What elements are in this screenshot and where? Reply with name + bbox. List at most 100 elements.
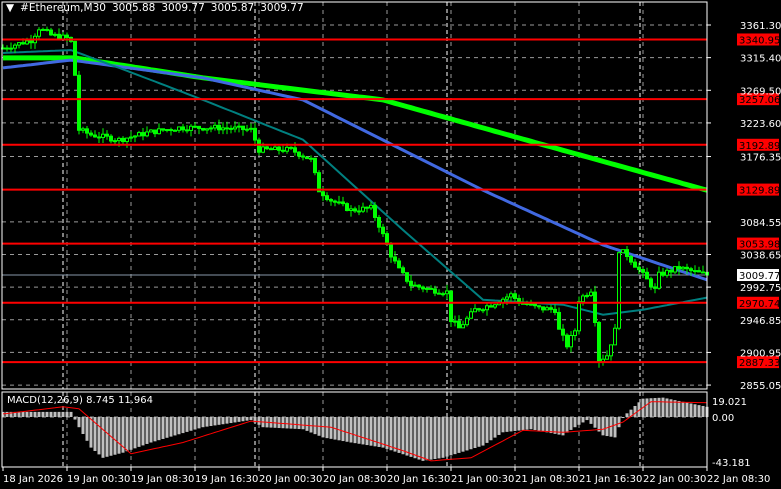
candle-body — [41, 28, 45, 31]
macd-bar — [253, 417, 257, 423]
candle-body — [165, 129, 169, 132]
macd-bar — [661, 397, 665, 417]
candle-body — [373, 204, 377, 218]
candle-body — [93, 134, 97, 138]
candle-body — [157, 128, 161, 135]
chart-header: ▼ #Ethereum,M30 3005.88 3009.77 3005.87 3009.… — [6, 2, 310, 14]
macd-bar — [69, 411, 73, 417]
candle-body — [621, 249, 625, 254]
macd-bar — [345, 417, 349, 442]
level-label-bg — [737, 237, 779, 250]
candle-body — [365, 206, 369, 209]
macd-bar — [397, 417, 401, 453]
macd-bar — [565, 417, 569, 433]
macd-bar — [289, 417, 293, 429]
candle-body — [333, 200, 337, 203]
macd-bar — [241, 417, 245, 422]
candle-body — [9, 47, 13, 50]
time-tick-label: 20 Jan 00:30 — [259, 474, 322, 485]
candle-body — [133, 135, 137, 138]
macd-bar — [57, 411, 61, 417]
candle-body — [469, 311, 473, 319]
macd-signal-line — [2, 401, 708, 462]
candle-body — [337, 201, 341, 204]
price-tick-label: 3038.65 — [740, 250, 781, 261]
time-tick-label: 18 Jan 2026 — [3, 474, 63, 485]
candle-body — [701, 271, 705, 274]
macd-bar — [21, 411, 25, 417]
macd-bar — [89, 417, 93, 448]
candle-body — [117, 137, 121, 142]
candle-body — [229, 127, 233, 130]
macd-bar — [97, 417, 101, 455]
macd-bar — [581, 417, 585, 423]
macd-bar — [233, 417, 237, 423]
macd-bar — [545, 417, 549, 433]
price-tick-label: 2855.05 — [740, 381, 781, 392]
candle-body — [513, 293, 517, 300]
macd-tick-label: 0.00 — [712, 413, 734, 424]
candle-body — [257, 139, 261, 153]
macd-bar — [61, 411, 65, 417]
candle-body — [581, 295, 585, 303]
price-tick-label: 3315.40 — [740, 54, 781, 65]
main-panel-border — [1, 1, 708, 390]
macd-bar — [473, 417, 477, 449]
candle-body — [657, 271, 661, 289]
macd-tick-label: -43.181 — [712, 458, 751, 469]
current-price-label-bg — [737, 269, 779, 282]
candle-body — [129, 136, 133, 139]
macd-bar — [441, 417, 445, 458]
level-label: 3053.98 — [739, 240, 780, 251]
candle-body — [677, 266, 681, 270]
macd-bar — [25, 411, 29, 417]
macd-bar — [213, 417, 217, 426]
macd-bar — [193, 417, 197, 430]
candle-body — [493, 304, 497, 308]
macd-bar — [181, 417, 185, 434]
macd-bar — [453, 417, 457, 455]
macd-bar — [149, 417, 153, 443]
macd-bar — [309, 417, 313, 433]
macd-bar — [653, 398, 657, 417]
macd-bar — [633, 405, 637, 417]
candle-body — [173, 129, 177, 132]
macd-bar — [373, 417, 377, 447]
macd-bar — [485, 417, 489, 443]
candle-body — [21, 42, 25, 45]
candle-body — [449, 290, 453, 323]
macd-bar — [685, 402, 689, 417]
triangle-down-icon[interactable]: ▼ — [6, 2, 15, 14]
macd-bar — [613, 417, 617, 438]
candle-body — [585, 294, 589, 297]
candle-body — [121, 137, 125, 143]
candle-body — [237, 125, 241, 128]
candle-body — [61, 34, 65, 40]
candle-body — [253, 127, 257, 141]
macd-bar — [593, 417, 597, 428]
macd-bar — [597, 417, 601, 432]
macd-bar — [217, 417, 221, 425]
macd-bar — [45, 411, 49, 417]
macd-bar — [469, 417, 473, 450]
candle-body — [565, 334, 569, 348]
macd-bar — [197, 417, 201, 429]
level-label: 2887.33 — [739, 358, 780, 369]
candle-body — [25, 40, 29, 45]
macd-bar — [277, 417, 281, 429]
time-tick-label: 20 Jan 08:30 — [323, 474, 386, 485]
level-label: 2970.74 — [739, 299, 780, 310]
candle-body — [85, 128, 89, 134]
candle-body — [629, 255, 633, 263]
candle-body — [193, 125, 197, 128]
level-label-bg — [737, 93, 779, 106]
candle-body — [81, 128, 85, 131]
moving-average-line — [2, 49, 708, 316]
macd-bar — [405, 417, 409, 456]
candle-body — [245, 128, 249, 131]
macd-bar — [101, 417, 105, 458]
macd-bar — [625, 413, 629, 417]
candle-body — [461, 324, 465, 329]
candle-body — [241, 125, 245, 131]
